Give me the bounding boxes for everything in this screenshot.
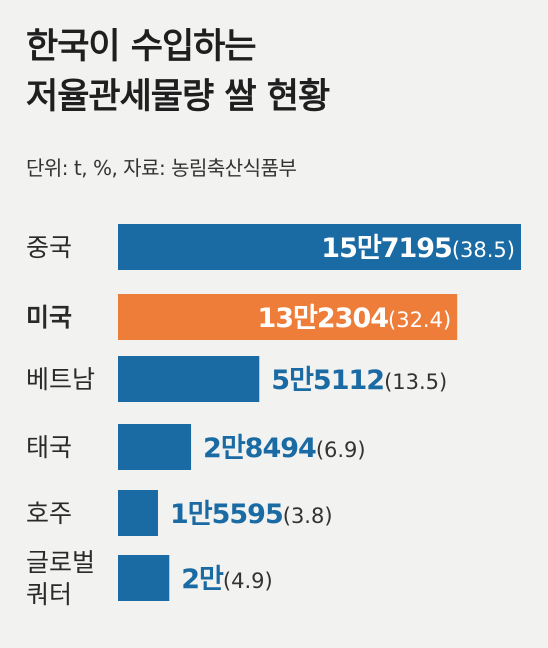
- category-label: 글로벌 쿼터: [26, 548, 95, 609]
- chart-title: 한국이 수입하는 저율관세물량 쌀 현황: [26, 22, 330, 122]
- value-label: 15만7195(38.5): [321, 233, 515, 264]
- value-label: 2만8494(6.9): [203, 433, 366, 464]
- category-label: 호주: [26, 499, 72, 528]
- bar-4: [118, 424, 192, 470]
- bar-5: [118, 490, 158, 536]
- value-label: 5만5112(13.5): [271, 365, 447, 396]
- chart-subtitle: 단위: t, %, 자료: 농림축산식품부: [26, 156, 297, 180]
- category-label: 미국: [26, 303, 72, 332]
- value-label: 13만2304(32.4): [257, 303, 451, 334]
- category-label: 태국: [26, 433, 72, 462]
- chart-title-line-1: 한국이 수입하는: [26, 27, 257, 67]
- category-label: 중국: [26, 233, 72, 262]
- bar-1: [118, 224, 521, 270]
- bar-2: [118, 294, 458, 340]
- chart-title-line-2: 저율관세물량 쌀 현황: [26, 77, 330, 117]
- bar-3: [118, 356, 260, 402]
- value-label: 1만5595(3.8): [170, 499, 333, 530]
- value-label: 2만(4.9): [181, 564, 272, 595]
- category-label: 베트남: [26, 365, 95, 394]
- bar-6: [118, 555, 170, 601]
